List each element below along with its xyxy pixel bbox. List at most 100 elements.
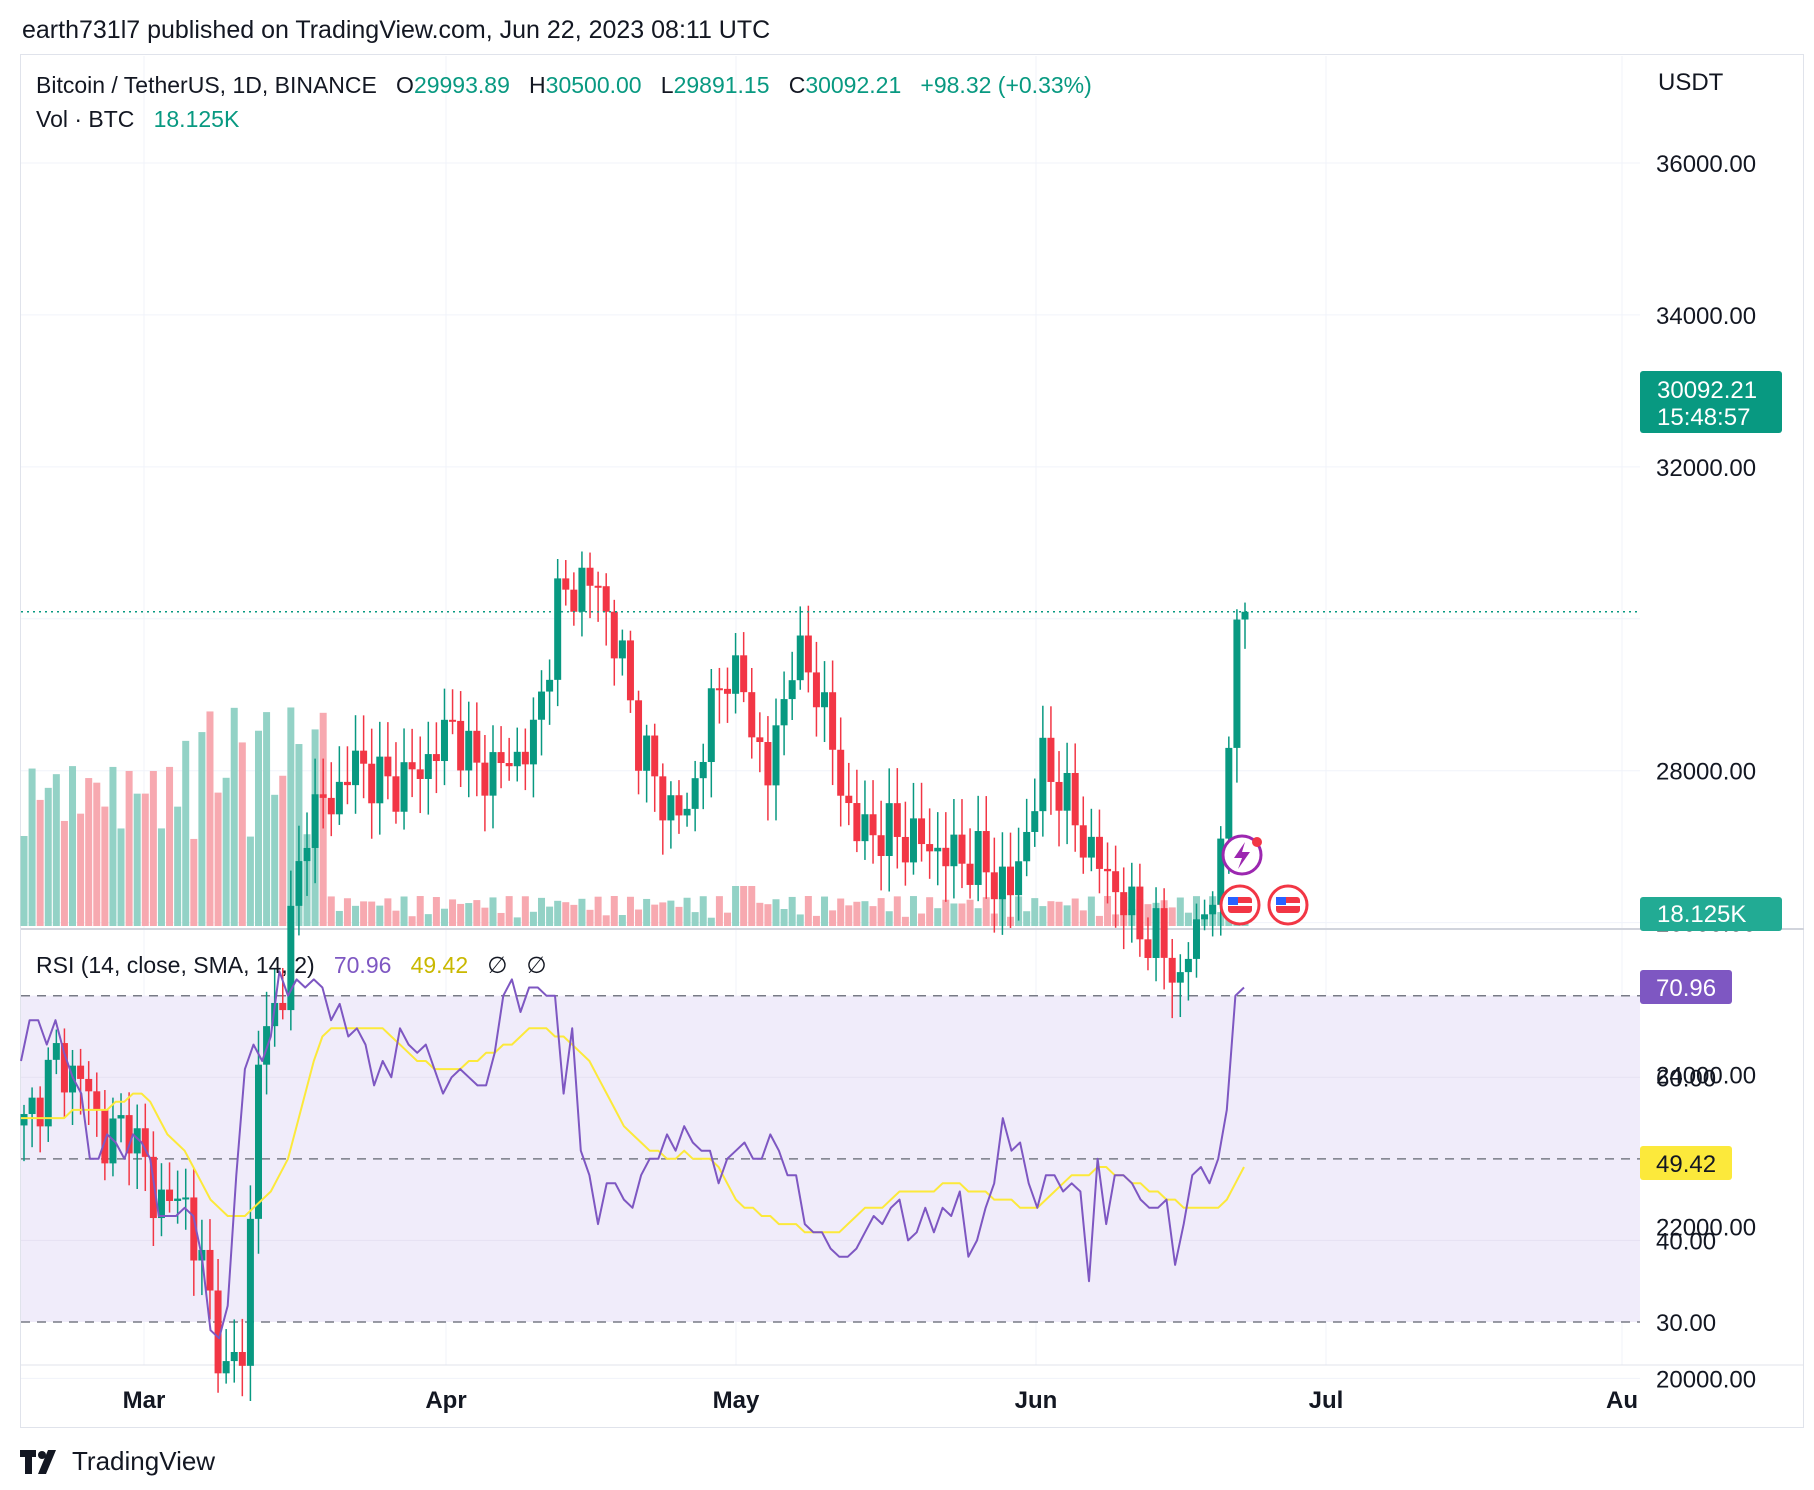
candle-body	[335, 781, 343, 815]
volume-bar	[432, 897, 440, 926]
volume-label[interactable]: Vol · BTC	[36, 106, 135, 132]
volume-bar	[449, 899, 457, 926]
volume-bar	[141, 793, 149, 926]
candle-body	[20, 1114, 28, 1126]
candle-body	[626, 640, 634, 701]
price-tick-label: 36000.00	[1656, 151, 1756, 178]
time-axis-label: Apr	[425, 1387, 466, 1414]
lightning-event-icon	[1221, 834, 1263, 876]
volume-bar	[626, 896, 634, 926]
volume-bar	[1039, 906, 1047, 926]
close-value: 30092.21	[805, 72, 902, 98]
candle-body	[829, 692, 837, 750]
lightning-glyph	[1234, 842, 1250, 869]
volume-badge	[1640, 897, 1782, 931]
candle-body	[861, 814, 869, 842]
volume-bar	[60, 820, 68, 926]
volume-bar	[360, 901, 368, 926]
volume-bar	[723, 912, 731, 926]
volume-bar	[578, 898, 586, 926]
volume-bar	[756, 902, 764, 926]
candle-body	[141, 1128, 149, 1157]
volume-bar	[764, 904, 772, 926]
candle-body	[845, 795, 853, 804]
candle-body	[101, 1109, 109, 1164]
volume-bar	[246, 836, 254, 926]
volume-bar	[392, 910, 400, 926]
volume-bar	[618, 915, 626, 926]
candle-body	[343, 781, 351, 786]
candle-body	[449, 719, 457, 722]
candle-body	[562, 578, 570, 590]
symbol-title[interactable]: Bitcoin / TetherUS, 1D, BINANCE	[36, 72, 377, 98]
price-tick-label: 28000.00	[1656, 759, 1756, 786]
candle-body	[408, 762, 416, 770]
volume-bar	[966, 899, 974, 926]
candle-body	[489, 752, 497, 796]
volume-bar	[837, 898, 845, 926]
volume-bar	[206, 711, 214, 926]
candle-body	[715, 688, 723, 691]
candle-body	[1209, 904, 1217, 915]
candle-body	[360, 750, 368, 764]
candle-body	[230, 1351, 238, 1362]
candle-body	[214, 1290, 222, 1374]
candle-body	[909, 818, 917, 863]
volume-bar	[489, 897, 497, 926]
rsi-sma-badge	[1640, 1146, 1732, 1180]
volume-bar	[457, 903, 465, 926]
candle-body	[538, 691, 546, 720]
candle-body	[982, 831, 990, 873]
volume-bar	[400, 896, 408, 926]
candle-body	[1241, 611, 1249, 620]
volume-bars	[20, 707, 1249, 926]
volume-bar	[918, 913, 926, 926]
candle-body	[748, 692, 756, 738]
volume-bar	[909, 896, 917, 926]
open-value: 29993.89	[413, 72, 510, 98]
candle-body	[85, 1078, 93, 1092]
volume-bar	[1055, 901, 1063, 926]
rsi-label[interactable]: RSI (14, close, SMA, 14, 2)	[36, 952, 315, 978]
candle-body	[1104, 868, 1112, 872]
candle-body	[934, 847, 942, 852]
candle-body	[554, 578, 562, 680]
rsi-sma-line	[21, 1027, 1245, 1234]
volume-bar	[44, 787, 52, 926]
volume-bar	[125, 770, 133, 926]
candle-body	[319, 794, 327, 798]
footer-brand[interactable]: TradingView	[72, 1446, 216, 1476]
volume-bar	[287, 707, 295, 926]
candle-body	[44, 1059, 52, 1127]
volume-bar	[529, 911, 537, 926]
volume-bar	[586, 909, 594, 926]
candles	[20, 551, 1249, 1402]
candle-body	[1087, 836, 1095, 858]
rsi-legend: RSI (14, close, SMA, 14, 2) 70.96 49.42 …	[36, 952, 547, 979]
candle-body	[594, 585, 602, 588]
volume-bar	[214, 792, 222, 926]
volume-bar	[675, 906, 683, 926]
volume-bar	[149, 770, 157, 926]
candle-body	[812, 672, 820, 708]
candle-body	[521, 751, 529, 765]
volume-bar	[352, 905, 360, 926]
candle-body	[853, 803, 861, 842]
volume-badge-label: 18.125K	[1657, 901, 1746, 928]
rsi-tick-label: 40.00	[1656, 1228, 1716, 1255]
volume-bar	[1095, 915, 1103, 926]
candle-body	[384, 756, 392, 777]
volume-bar	[271, 794, 279, 926]
candle-body	[788, 680, 796, 700]
volume-bar	[958, 903, 966, 926]
volume-bar	[279, 775, 287, 926]
volume-bar	[376, 905, 384, 926]
candle-body	[440, 719, 448, 762]
candle-body	[1136, 886, 1144, 940]
volume-bar	[77, 813, 85, 926]
candle-body	[60, 1043, 68, 1093]
volume-bar	[505, 896, 513, 926]
price-tick-label: 20000.00	[1656, 1366, 1756, 1393]
rsi-band	[21, 994, 1640, 1323]
